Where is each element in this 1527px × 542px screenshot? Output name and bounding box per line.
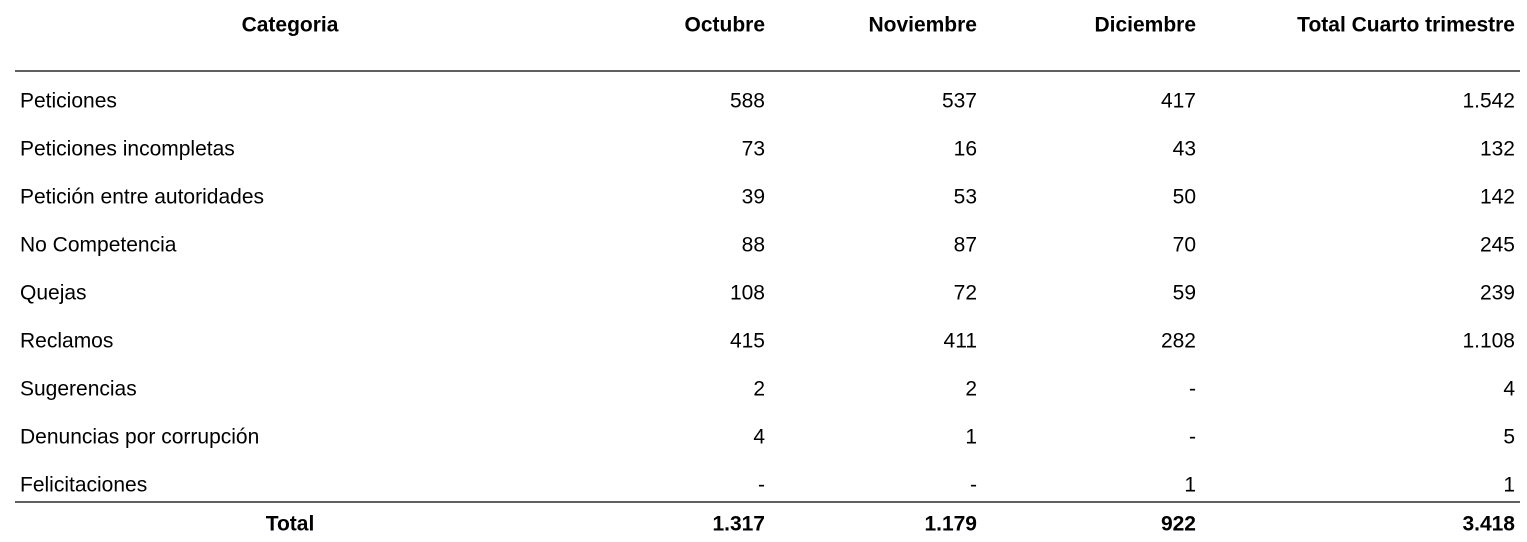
cell: 1.542 (1462, 90, 1515, 113)
cell: - (1189, 378, 1196, 401)
total-cell: 3.418 (1462, 513, 1515, 536)
cell: 87 (954, 234, 977, 257)
cell: 239 (1480, 282, 1515, 305)
total-cell: 1.317 (712, 513, 765, 536)
column-header: Total Cuarto trimestre (1297, 14, 1515, 37)
row-label: Quejas (20, 282, 87, 305)
cell: 282 (1161, 330, 1196, 353)
cell: 2 (753, 378, 765, 401)
cell: 16 (954, 138, 977, 161)
cell: 417 (1161, 90, 1196, 113)
cell: 50 (1173, 186, 1196, 209)
cell: 245 (1480, 234, 1515, 257)
cell: 59 (1173, 282, 1196, 305)
cell: 4 (753, 426, 765, 449)
cell: 72 (954, 282, 977, 305)
cell: 415 (730, 330, 765, 353)
total-label: Total (266, 513, 315, 536)
row-label: Felicitaciones (20, 474, 147, 497)
column-header: Noviembre (868, 14, 977, 37)
cell: 1.108 (1462, 330, 1515, 353)
row-label: Petición entre autoridades (20, 186, 264, 209)
cell: 88 (742, 234, 765, 257)
cell: 53 (954, 186, 977, 209)
cell: - (970, 474, 977, 497)
cell: 411 (944, 330, 977, 353)
column-header: Octubre (684, 14, 765, 37)
row-label: No Competencia (20, 234, 177, 257)
cell: 108 (730, 282, 765, 305)
cell: 1 (965, 426, 977, 449)
cell: - (1189, 426, 1196, 449)
column-header: Categoria (242, 14, 339, 37)
row-label: Sugerencias (20, 378, 137, 401)
row-label: Reclamos (20, 330, 113, 353)
cell: 73 (742, 138, 765, 161)
cell: 70 (1173, 234, 1196, 257)
cell: 1 (1184, 474, 1196, 497)
cell: 537 (942, 90, 977, 113)
cell: - (758, 474, 765, 497)
cell: 1 (1503, 474, 1515, 497)
row-label: Peticiones (20, 90, 117, 113)
cell: 132 (1480, 138, 1515, 161)
column-header: Diciembre (1094, 14, 1196, 37)
total-cell: 1.179 (924, 513, 977, 536)
cell: 142 (1480, 186, 1515, 209)
cell: 2 (965, 378, 977, 401)
cell: 588 (730, 90, 765, 113)
cell: 43 (1173, 138, 1196, 161)
total-cell: 922 (1161, 513, 1196, 536)
row-label: Denuncias por corrupción (20, 426, 259, 449)
cell: 5 (1503, 426, 1515, 449)
cell: 39 (742, 186, 765, 209)
cell: 4 (1503, 378, 1515, 401)
row-label: Peticiones incompletas (20, 138, 235, 161)
